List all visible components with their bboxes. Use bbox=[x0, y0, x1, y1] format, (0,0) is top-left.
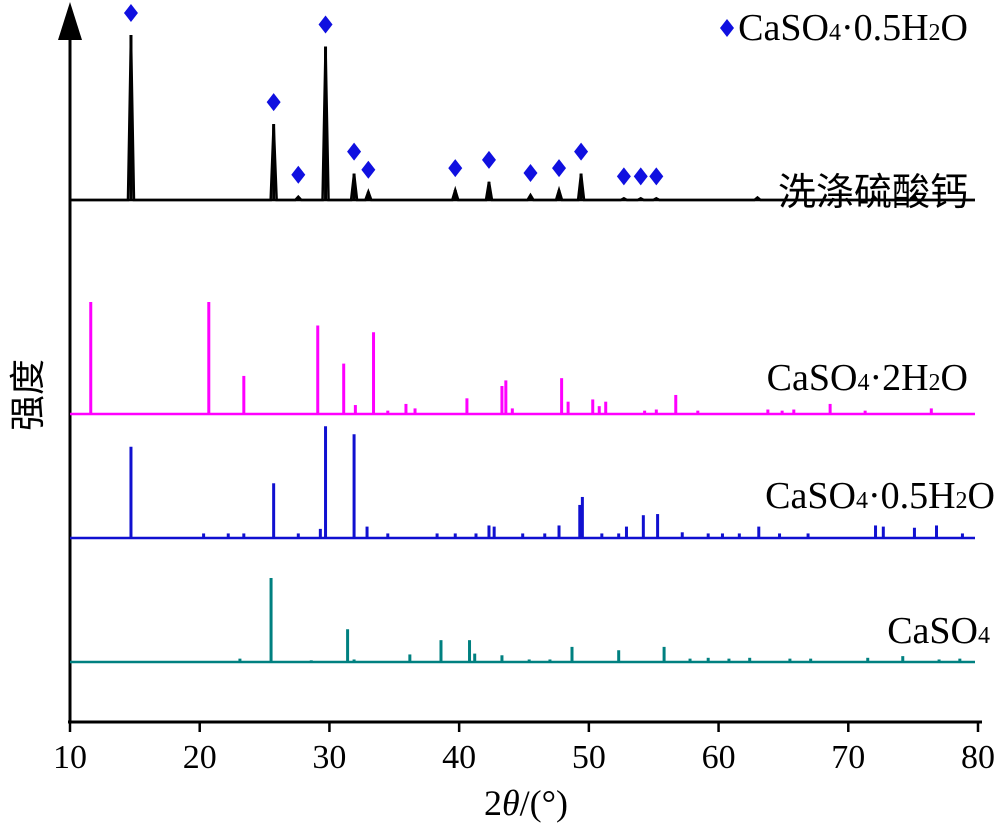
peak-marker-0 bbox=[123, 4, 138, 22]
peak-marker-1 bbox=[266, 93, 281, 112]
peak-marker-10 bbox=[574, 142, 589, 161]
legend-label: CaSO4·0.5H2O bbox=[738, 7, 968, 49]
peak-marker-13 bbox=[649, 167, 664, 186]
peak-marker-12 bbox=[633, 167, 648, 186]
phase-markers bbox=[123, 4, 664, 186]
series-3 bbox=[70, 578, 975, 664]
series-0 bbox=[70, 34, 975, 202]
series-1 bbox=[70, 302, 975, 416]
peak-marker-7 bbox=[481, 150, 496, 169]
x-axis-title: 2θ/(°) bbox=[484, 783, 568, 823]
x-tick-label-10: 10 bbox=[53, 739, 87, 776]
peak-marker-8 bbox=[523, 164, 538, 183]
peak-marker-11 bbox=[616, 167, 631, 186]
x-tick-label-60: 60 bbox=[702, 739, 736, 776]
peak-marker-6 bbox=[448, 159, 463, 178]
peak-marker-5 bbox=[361, 160, 376, 179]
series-label-1: CaSO4·2H2O bbox=[767, 357, 968, 399]
series-group bbox=[70, 34, 975, 664]
peak-marker-9 bbox=[552, 159, 567, 178]
x-tick-label-30: 30 bbox=[312, 739, 346, 776]
x-tick-label-70: 70 bbox=[831, 739, 865, 776]
x-tick-label-80: 80 bbox=[961, 739, 995, 776]
series-labels: 洗涤硫酸钙 CaSO4·2H2O CaSO4·0.5H2O CaSO4 bbox=[765, 172, 995, 652]
peak-marker-4 bbox=[347, 142, 362, 161]
x-tick-label-40: 40 bbox=[442, 739, 476, 776]
y-axis-arrow bbox=[58, 2, 82, 40]
series-label-2: CaSO4·0.5H2O bbox=[765, 475, 995, 517]
series-2 bbox=[70, 426, 975, 540]
peak-marker-3 bbox=[318, 15, 333, 34]
legend-diamond-icon bbox=[720, 19, 734, 37]
axes bbox=[58, 2, 982, 724]
x-tick-label-50: 50 bbox=[572, 739, 606, 776]
x-tick-label-20: 20 bbox=[183, 739, 217, 776]
series-label-3: CaSO4 bbox=[887, 610, 990, 652]
legend: CaSO4·0.5H2O bbox=[720, 7, 968, 49]
series-label-0: 洗涤硫酸钙 bbox=[778, 172, 968, 214]
x-ticks: 10 20 30 40 50 60 70 80 bbox=[53, 722, 995, 776]
theta-symbol: θ bbox=[502, 783, 520, 823]
y-axis-title: 强度 bbox=[8, 359, 48, 431]
peak-marker-2 bbox=[291, 165, 306, 184]
